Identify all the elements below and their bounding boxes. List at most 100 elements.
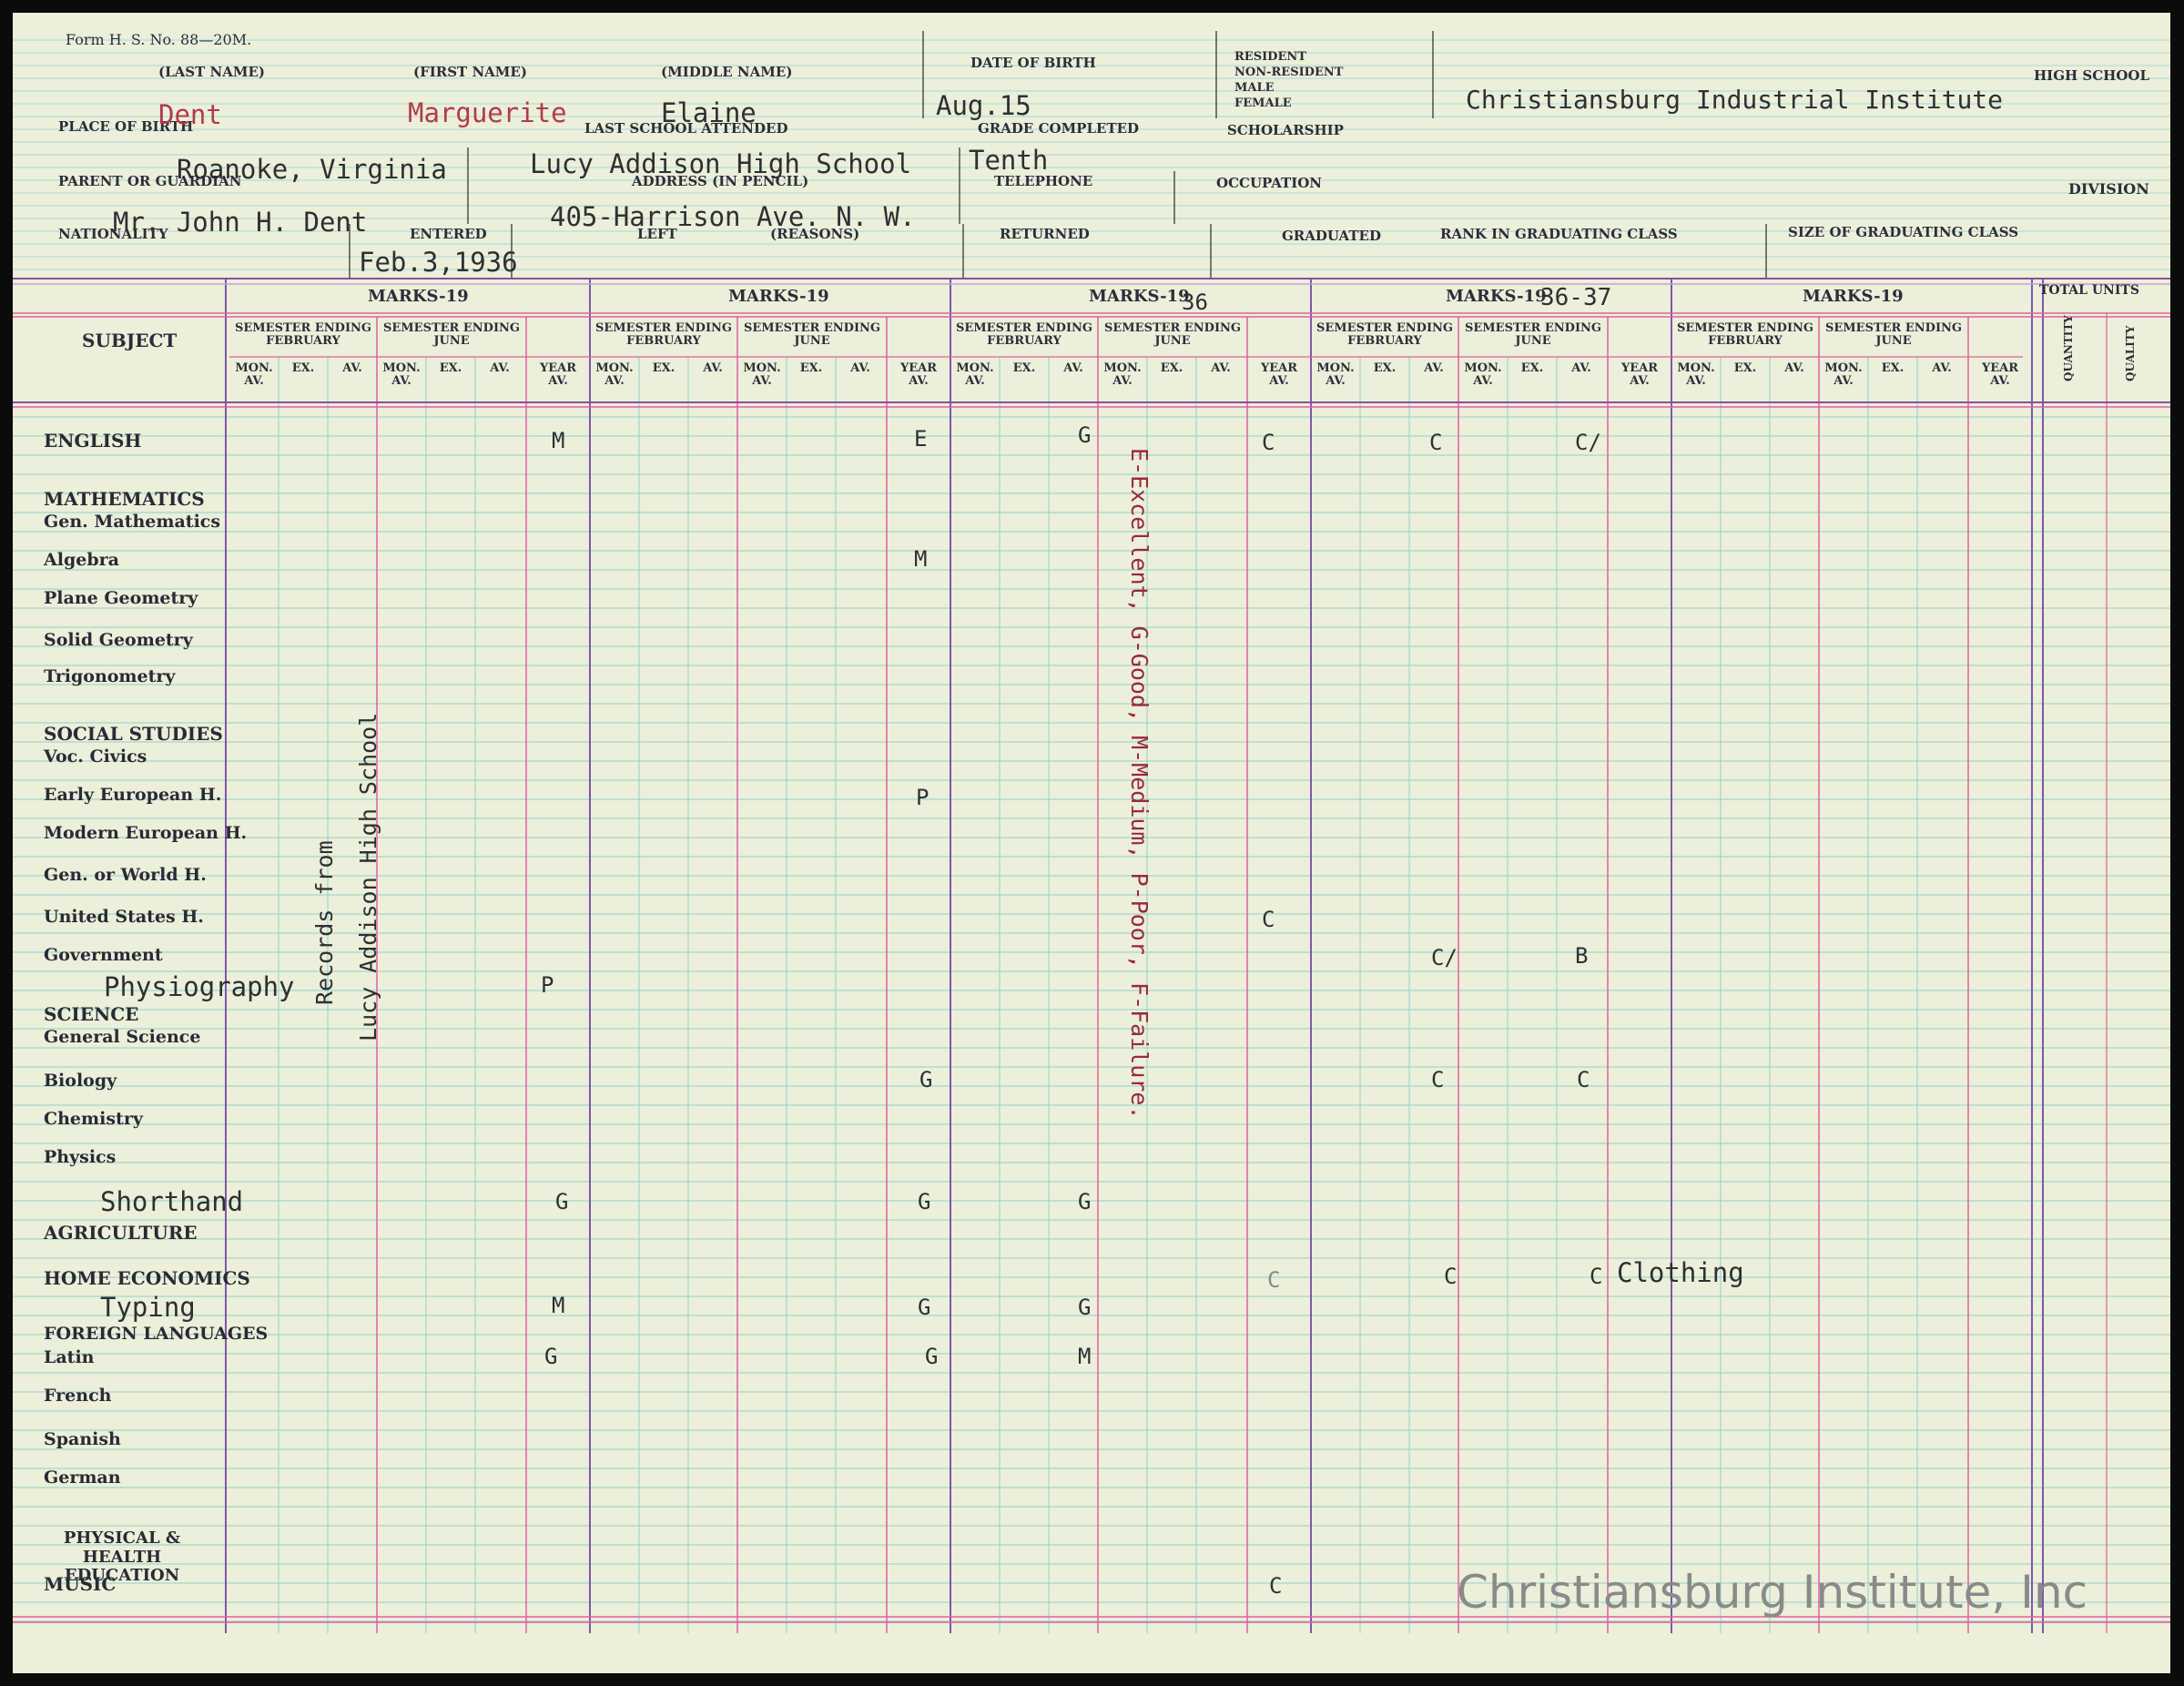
telephone-label: TELEPHONE [994, 173, 1093, 189]
col-head-1-4: EX. [799, 361, 823, 375]
subject-foreign-languages: FOREIGN LANGUAGES [44, 1324, 269, 1344]
col-head-1-0: MON. AV. [595, 361, 634, 388]
mark-latin-2: G [925, 1344, 939, 1369]
mark-shorthand-1: G [555, 1189, 569, 1214]
mark-shorthand-3: G [1078, 1189, 1092, 1214]
marks-group-4-header: MARKS-19 [1446, 287, 1547, 306]
middle-name-value: Elaine [661, 97, 757, 128]
mark-government-2: B [1575, 943, 1589, 969]
address-value: 405-Harrison Ave. N. W. [550, 201, 916, 232]
mark-shorthand-2: G [918, 1189, 931, 1214]
scholarship-label: SCHOLARSHIP [1227, 122, 1344, 138]
sem-june-0: SEMESTER ENDING JUNE [382, 321, 521, 348]
subject-world-history: Gen. or World H. [44, 865, 207, 885]
high-school-label: HIGH SCHOOL [2034, 67, 2150, 84]
col-head-0-1: EX. [291, 361, 315, 375]
sem-feb-2: SEMESTER ENDING FEBRUARY [955, 321, 1093, 348]
mark-english-1: M [552, 428, 565, 453]
col-head-3-2: AV. [1424, 361, 1444, 375]
col-head-3-6: YEAR AV. [1620, 361, 1659, 388]
col-head-2-3: MON. AV. [1103, 361, 1142, 388]
marks-group-2-header: MARKS-19 [728, 287, 829, 306]
division-label: DIVISION [2068, 180, 2149, 198]
mark-biology-1: G [919, 1067, 933, 1092]
col-head-2-1: EX. [1012, 361, 1036, 375]
watermark: Christiansburg Institute, Inc [1457, 1566, 2088, 1619]
sem-feb-0: SEMESTER ENDING FEBRUARY [234, 321, 372, 348]
date-of-birth-value: Aug.15 [936, 90, 1031, 121]
col-head-1-6: YEAR AV. [899, 361, 938, 388]
mark-home-ec-2: C [1444, 1264, 1458, 1289]
mark-latin-3: M [1078, 1344, 1092, 1369]
address-label: ADDRESS (IN PENCIL) [632, 173, 809, 189]
subject-science: SCIENCE [44, 1003, 139, 1025]
col-head-4-6: YEAR AV. [1981, 361, 2019, 388]
subject-physics: Physics [44, 1147, 117, 1167]
subject-spanish: Spanish [44, 1429, 121, 1449]
subject-modern-european: Modern European H. [44, 823, 248, 843]
mark-home-ec-3: C [1590, 1264, 1603, 1289]
record-card: Form H. S. No. 88—20M. (LAST NAME) (FIRS… [13, 13, 2170, 1673]
col-head-3-5: AV. [1571, 361, 1591, 375]
parent-label: PARENT OR GUARDIAN [58, 173, 242, 189]
col-head-0-5: AV. [490, 361, 510, 375]
mark-english-6: C/ [1575, 430, 1601, 455]
male-label: MALE [1234, 81, 1275, 95]
col-head-0-4: EX. [439, 361, 462, 375]
size-label: SIZE OF GRADUATING CLASS [1788, 224, 2019, 240]
sem-june-1: SEMESTER ENDING JUNE [743, 321, 881, 348]
mark-typing-3: G [1078, 1295, 1092, 1320]
col-head-0-2: AV. [342, 361, 362, 375]
typed-subject-physiography: Physiography [104, 971, 295, 1002]
marks-group-3-header: MARKS-19 [1089, 287, 1190, 306]
entered-label: ENTERED [410, 226, 487, 242]
last-name-value: Dent [158, 99, 222, 130]
sem-june-4: SEMESTER ENDING JUNE [1824, 321, 1963, 348]
subject-chemistry: Chemistry [44, 1109, 143, 1129]
col-head-2-5: AV. [1211, 361, 1231, 375]
sem-feb-3: SEMESTER ENDING FEBRUARY [1315, 321, 1454, 348]
col-head-4-1: EX. [1733, 361, 1757, 375]
nationality-label: NATIONALITY [58, 226, 168, 242]
subject-mathematics: MATHEMATICS [44, 488, 205, 510]
col-head-0-6: YEAR AV. [539, 361, 577, 388]
total-units-header: TOTAL UNITS [2039, 283, 2139, 298]
left-label: LEFT [637, 226, 677, 242]
col-head-1-5: AV. [850, 361, 870, 375]
typed-subject-clothing: Clothing [1617, 1257, 1744, 1288]
mark-english-3: G [1078, 422, 1092, 448]
marks-group-5-header: MARKS-19 [1803, 287, 1904, 306]
subject-home-economics: HOME ECONOMICS [44, 1267, 250, 1289]
resident-label: RESIDENT [1234, 50, 1306, 64]
sem-feb-1: SEMESTER ENDING FEBRUARY [594, 321, 733, 348]
parent-value: Mr. John H. Dent [113, 207, 368, 238]
middle-name-label: (MIDDLE NAME) [661, 64, 793, 80]
school-value: Christiansburg Industrial Institute [1466, 85, 2004, 115]
mark-biology-3: C [1577, 1067, 1590, 1092]
mark-government-1: C/ [1431, 945, 1458, 970]
place-of-birth-value: Roanoke, Virginia [177, 154, 447, 185]
lucy-addison-note: Lucy Addison High School [355, 712, 381, 1041]
form-number: Form H. S. No. 88—20M. [66, 31, 252, 48]
subject-us-history: United States H. [44, 907, 204, 927]
last-school-value: Lucy Addison High School [530, 148, 912, 179]
female-label: FEMALE [1234, 96, 1292, 110]
last-name-label: (LAST NAME) [158, 64, 265, 80]
col-head-4-5: AV. [1932, 361, 1952, 375]
mark-english-2: E [914, 426, 928, 452]
mark-music: C [1269, 1573, 1283, 1599]
col-head-3-0: MON. AV. [1316, 361, 1355, 388]
mark-physiography: P [541, 972, 554, 998]
subject-gen-math: Gen. Mathematics [44, 512, 221, 532]
col-head-1-1: EX. [652, 361, 676, 375]
place-of-birth-label: PLACE OF BIRTH [58, 118, 194, 135]
subject-biology: Biology [44, 1071, 117, 1091]
grade-completed-value: Tenth [969, 145, 1049, 176]
subject-trigonometry: Trigonometry [44, 666, 176, 686]
col-head-0-0: MON. AV. [235, 361, 273, 388]
mark-english-5: C [1429, 430, 1443, 455]
returned-label: RETURNED [1000, 226, 1090, 242]
reasons-label: (REASONS) [770, 226, 860, 242]
quality-header: QUALITY [2124, 325, 2137, 381]
subject-early-european: Early European H. [44, 785, 222, 805]
